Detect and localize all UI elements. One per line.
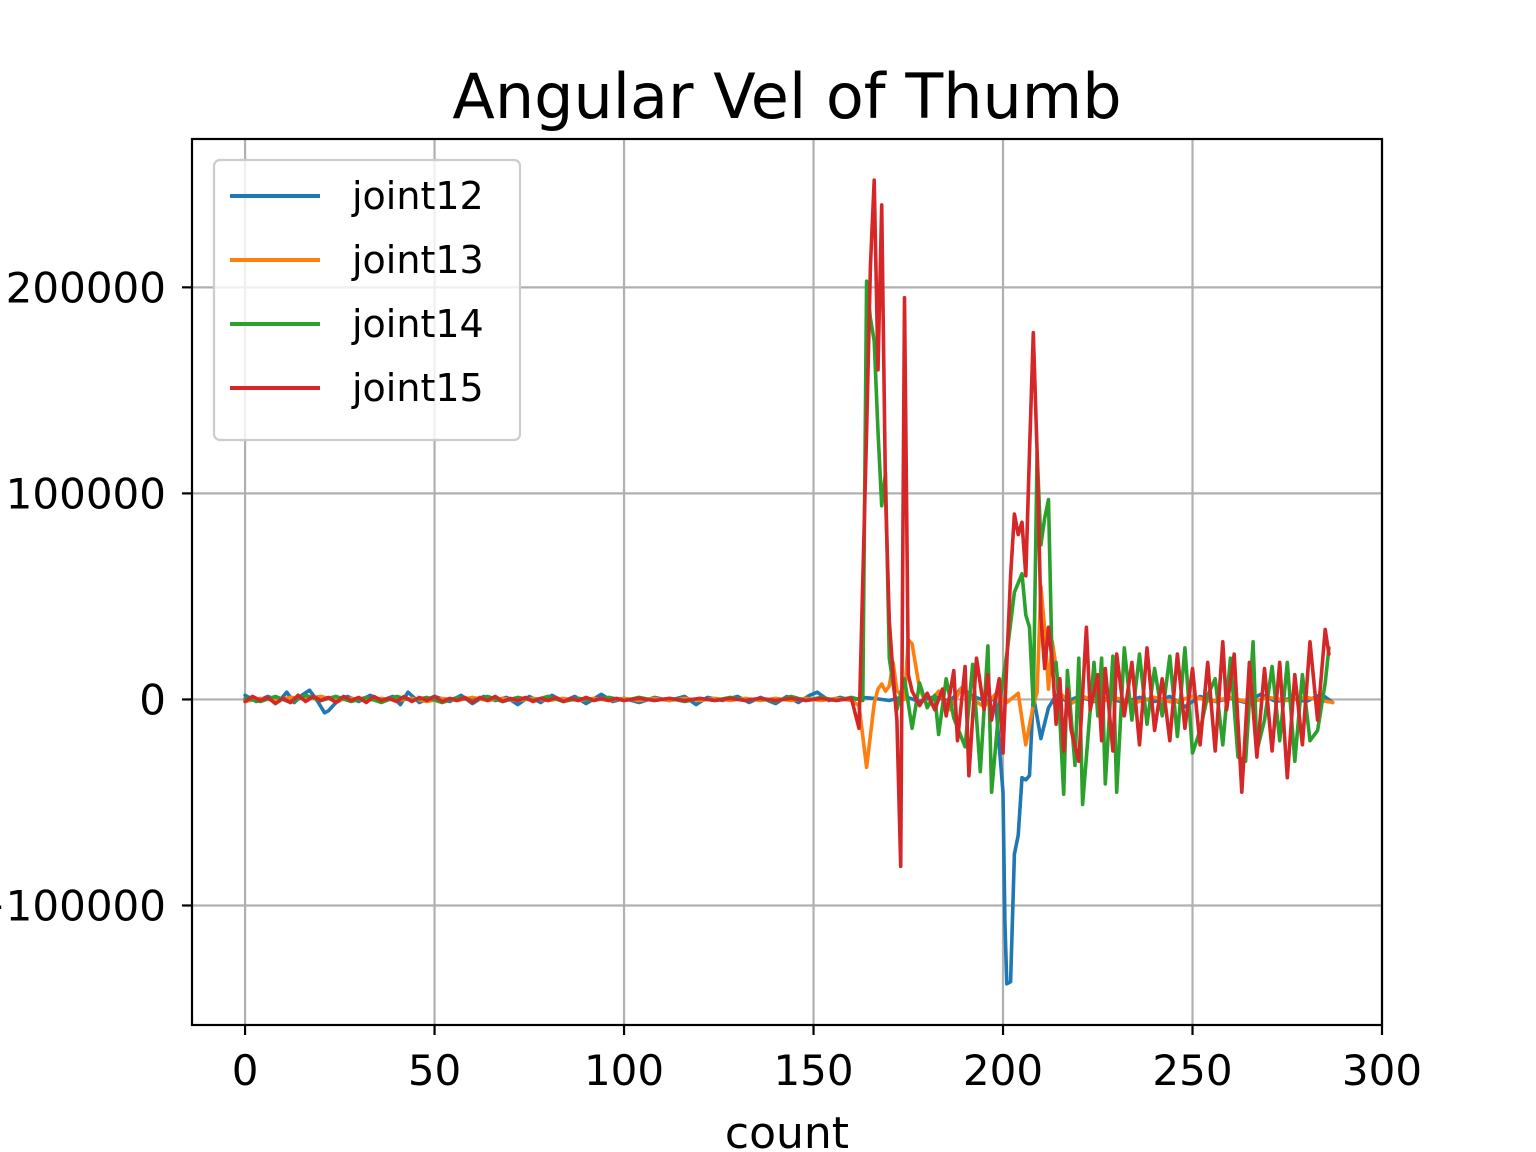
y-tick-label: 100000	[6, 469, 166, 518]
x-tick-label: 250	[1152, 1046, 1232, 1095]
legend-label-joint12: joint12	[351, 174, 484, 218]
legend-label-joint13: joint13	[351, 238, 484, 282]
series-layer	[243, 178, 1335, 986]
y-tick-label: 0	[139, 675, 166, 724]
x-axis-label: count	[725, 1108, 849, 1152]
legend-label-joint15: joint15	[351, 366, 484, 410]
y-tick-label: 200000	[6, 263, 166, 312]
x-tick-label: 200	[963, 1046, 1043, 1095]
legend-label-joint14: joint14	[351, 302, 484, 346]
chart-title: Angular Vel of Thumb	[452, 60, 1121, 133]
x-tick-label: 300	[1342, 1046, 1422, 1095]
x-tick-label: 50	[408, 1046, 461, 1095]
series-line-joint15	[243, 178, 1331, 869]
y-tick-label: −100000	[0, 881, 166, 930]
legend-box	[212, 158, 522, 442]
legend: joint12 joint13 joint14 joint15	[212, 158, 522, 442]
axes-frame	[190, 137, 1384, 1027]
x-tick-label: 150	[773, 1046, 853, 1095]
x-tick-label: 100	[584, 1046, 664, 1095]
x-tick-label: 0	[232, 1046, 259, 1095]
tick-layer: 0 50 100 150 200 250 300 −100000 0 100000 200000	[0, 263, 1422, 1095]
